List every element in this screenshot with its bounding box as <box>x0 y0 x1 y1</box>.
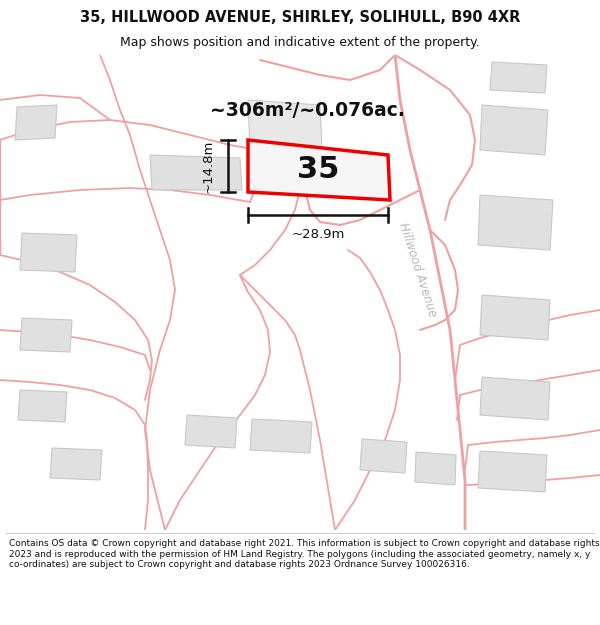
Polygon shape <box>50 448 102 480</box>
Text: Map shows position and indicative extent of the property.: Map shows position and indicative extent… <box>120 36 480 49</box>
Polygon shape <box>185 415 237 448</box>
Polygon shape <box>480 105 548 155</box>
Polygon shape <box>20 233 77 272</box>
Text: ~14.8m: ~14.8m <box>202 139 215 192</box>
Polygon shape <box>490 62 547 93</box>
Polygon shape <box>360 439 407 473</box>
Text: Hillwood Avenue: Hillwood Avenue <box>397 221 439 319</box>
Polygon shape <box>15 105 57 140</box>
Text: ~306m²/~0.076ac.: ~306m²/~0.076ac. <box>210 101 405 119</box>
Polygon shape <box>18 390 67 422</box>
Polygon shape <box>478 451 547 492</box>
Polygon shape <box>480 377 550 420</box>
Polygon shape <box>248 140 390 200</box>
Polygon shape <box>20 318 72 352</box>
Text: 35: 35 <box>297 156 339 184</box>
Polygon shape <box>415 452 456 485</box>
Text: ~28.9m: ~28.9m <box>292 229 344 241</box>
Polygon shape <box>250 419 312 453</box>
Text: Contains OS data © Crown copyright and database right 2021. This information is : Contains OS data © Crown copyright and d… <box>9 539 599 569</box>
Polygon shape <box>478 195 553 250</box>
Polygon shape <box>480 295 550 340</box>
Text: 35, HILLWOOD AVENUE, SHIRLEY, SOLIHULL, B90 4XR: 35, HILLWOOD AVENUE, SHIRLEY, SOLIHULL, … <box>80 10 520 25</box>
Polygon shape <box>150 155 242 190</box>
Polygon shape <box>248 100 322 150</box>
